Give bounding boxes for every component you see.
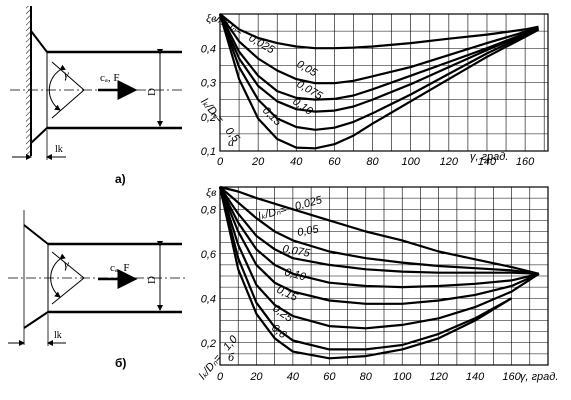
x-axis-title: γ, град. bbox=[470, 151, 508, 163]
panel-label-a: а) bbox=[115, 172, 126, 186]
cone-upper bbox=[30, 30, 48, 53]
cone-lower bbox=[30, 127, 48, 144]
x-tick-label: 100 bbox=[393, 371, 412, 383]
chart-panel-a: 0 20 40 60 80 100 120 140 160 0,1 0,2 0,3 0,4 ξв γ, гр… bbox=[198, 11, 549, 168]
y-tick-label: 0,2 bbox=[201, 112, 216, 124]
plot-frame bbox=[219, 186, 549, 366]
x-tick-label: 120 bbox=[440, 156, 459, 168]
series-line bbox=[218, 186, 540, 305]
wall-hatch bbox=[26, 6, 31, 156]
x-tick-label: 120 bbox=[429, 371, 448, 383]
angle-arc bbox=[50, 253, 66, 298]
series-line bbox=[219, 13, 539, 50]
series-line bbox=[218, 13, 540, 150]
x-tick-label: 20 bbox=[251, 156, 265, 168]
series-line bbox=[218, 186, 540, 330]
series-label: 0,075 bbox=[281, 243, 311, 260]
series-line bbox=[219, 13, 539, 101]
angle-ray-bottom bbox=[51, 89, 85, 119]
flow-label: cₐ, F bbox=[110, 262, 130, 274]
panel-letter: б bbox=[228, 350, 235, 364]
series-line bbox=[219, 186, 540, 275]
series-label: 0,025 bbox=[294, 194, 325, 213]
series-line bbox=[218, 186, 513, 360]
series-label-prefix: lₖ/Dₙ= bbox=[257, 204, 289, 223]
x-tick-label: 20 bbox=[249, 371, 263, 383]
panel-label-b: б) bbox=[115, 356, 126, 370]
y-tick-label: 0,6 bbox=[201, 249, 217, 261]
angle-ray-bottom bbox=[51, 277, 85, 305]
series-line bbox=[218, 13, 539, 131]
y-tick-label: 0,2 bbox=[201, 338, 216, 350]
gamma-symbol: γ bbox=[64, 257, 69, 271]
x-tick-label: 40 bbox=[287, 371, 300, 383]
x-tick-label: 0 bbox=[217, 371, 224, 383]
cone-upper bbox=[23, 224, 49, 245]
x-tick-label: 140 bbox=[478, 156, 497, 168]
x-tick-label: 80 bbox=[360, 371, 373, 383]
x-tick-label: 160 bbox=[516, 156, 535, 168]
angle-arc bbox=[48, 64, 66, 111]
panel-letter: а bbox=[228, 135, 234, 149]
y-tick-label: 0,8 bbox=[201, 204, 217, 216]
series-line bbox=[219, 185, 540, 275]
x-tick-label: 60 bbox=[328, 156, 341, 168]
series-label: 0,25 bbox=[270, 303, 295, 326]
flow-label: cₐ, F bbox=[100, 72, 120, 84]
series-label: 1,0 bbox=[221, 333, 241, 353]
chart-panel-b: 0 20 40 60 80 100 120 140 160 0,2 0,4 0,6 0,8 ξв γ, гр… bbox=[197, 185, 559, 383]
y-tick-label: 0,4 bbox=[201, 43, 216, 55]
x-tick-label: 60 bbox=[323, 371, 336, 383]
diameter-label: D bbox=[146, 276, 158, 284]
length-label: lk bbox=[55, 144, 63, 155]
series-label: 0,10 bbox=[283, 266, 308, 283]
inlet-sketch-a: γ cₐ, F D lk а) bbox=[10, 6, 185, 186]
x-tick-label: 80 bbox=[366, 156, 379, 168]
diameter-label: D bbox=[146, 88, 158, 96]
x-tick-label: 160 bbox=[502, 371, 521, 383]
y-tick-label: 0,4 bbox=[201, 293, 216, 305]
inlet-sketch-b: γ cₐ, F D lk б) bbox=[8, 210, 185, 370]
gamma-symbol: γ bbox=[64, 67, 69, 81]
x-tick-label: 140 bbox=[466, 371, 485, 383]
length-label: lk bbox=[54, 330, 62, 341]
series-label: 0,05 bbox=[295, 58, 320, 80]
series-line bbox=[218, 13, 539, 113]
series-label: 0,05 bbox=[296, 223, 320, 239]
x-tick-label: 0 bbox=[217, 156, 224, 168]
y-tick-label: 0,3 bbox=[201, 78, 217, 90]
y-axis-title: ξв bbox=[206, 185, 216, 199]
x-axis-title: γ, град. bbox=[520, 371, 558, 383]
x-tick-label: 100 bbox=[402, 156, 421, 168]
series-line bbox=[219, 13, 539, 85]
y-tick-label: 0,1 bbox=[201, 146, 216, 158]
y-axis-title: ξв bbox=[206, 11, 216, 25]
x-tick-label: 40 bbox=[290, 156, 303, 168]
series-line bbox=[218, 186, 513, 351]
series-line bbox=[219, 186, 540, 289]
series-line bbox=[219, 186, 539, 275]
cone-lower bbox=[23, 311, 49, 329]
plot-frame bbox=[219, 13, 549, 152]
